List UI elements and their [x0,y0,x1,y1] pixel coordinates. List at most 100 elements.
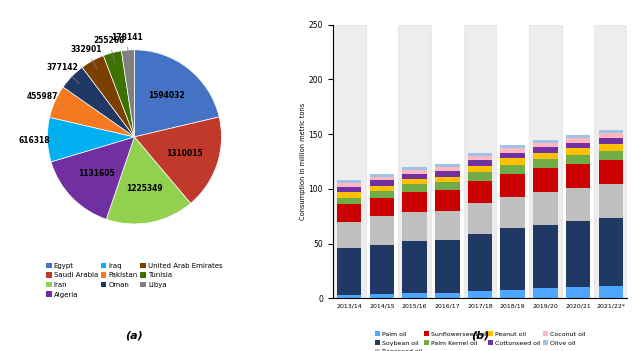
Bar [566,164,590,188]
Bar [566,148,590,155]
Bar [533,143,557,147]
Bar [403,185,427,192]
Bar [337,180,362,183]
Legend: Palm oil, Soybean oil, Rapeseed oil, Sunflowerseed oil, Palm Kernel oil, Peanut : Palm oil, Soybean oil, Rapeseed oil, Sun… [372,329,588,351]
Wedge shape [104,51,134,137]
Bar [468,166,492,172]
Bar [435,177,460,182]
Y-axis label: Consumption in million metric tons: Consumption in million metric tons [300,103,306,220]
Bar [337,192,362,198]
Bar [529,25,562,298]
Bar [468,156,492,160]
Bar [435,182,460,190]
Bar [566,138,590,143]
Bar [468,234,492,291]
Wedge shape [82,55,134,137]
Bar [468,153,492,156]
Text: 377142: 377142 [47,63,79,84]
Bar [533,153,557,159]
Wedge shape [49,87,134,137]
Legend: Egypt, Saudi Arabia, Iran, Algeria, Iraq, Pakistan, Oman, United Arab Emirates, : Egypt, Saudi Arabia, Iran, Algeria, Iraq… [44,260,225,300]
Bar [598,286,623,298]
Bar [566,155,590,164]
Bar [370,198,394,216]
Bar [468,203,492,234]
Bar [337,198,362,204]
Bar [403,167,427,170]
Text: (a): (a) [125,331,143,340]
Bar [337,248,362,295]
Text: 255266: 255266 [93,35,125,62]
Bar [337,295,362,298]
Bar [403,179,427,185]
Wedge shape [63,67,134,137]
Wedge shape [47,117,134,162]
Bar [435,211,460,240]
Bar [500,290,525,298]
Bar [566,220,590,287]
Text: 178141: 178141 [111,33,143,60]
Bar [598,151,623,160]
Bar [403,212,427,241]
Bar [370,177,394,180]
Bar [337,222,362,248]
Bar [333,25,365,298]
Bar [533,289,557,298]
Bar [500,153,525,158]
Bar [500,148,525,153]
Text: 1310015: 1310015 [166,149,202,158]
Bar [468,291,492,298]
Bar [598,218,623,286]
Bar [566,188,590,220]
Bar [533,168,557,192]
Bar [370,186,394,191]
Bar [500,173,525,197]
Bar [598,130,623,133]
Bar [435,240,460,293]
Bar [403,241,427,293]
Bar [403,170,427,173]
Bar [500,165,525,173]
Bar [403,173,427,179]
Bar [566,135,590,138]
Bar [566,143,590,148]
Bar [370,191,394,198]
Bar [598,160,623,185]
Bar [370,216,394,245]
Bar [500,197,525,228]
Bar [595,25,627,298]
Bar [533,140,557,143]
Wedge shape [134,117,221,203]
Bar [463,25,497,298]
Bar [435,293,460,298]
Text: 1225349: 1225349 [126,184,163,193]
Wedge shape [51,137,134,219]
Bar [435,167,460,171]
Bar [398,25,431,298]
Text: 1594032: 1594032 [148,92,185,100]
Bar [468,181,492,203]
Bar [435,164,460,167]
Bar [468,160,492,166]
Bar [468,172,492,181]
Wedge shape [122,50,134,137]
Bar [533,147,557,153]
Bar [370,173,394,177]
Bar [403,192,427,212]
Text: 455987: 455987 [27,92,64,106]
Bar [598,144,623,151]
Text: 332901: 332901 [70,45,102,69]
Bar [598,138,623,144]
Wedge shape [134,50,219,137]
Bar [435,171,460,177]
Bar [500,158,525,165]
Bar [435,190,460,211]
Bar [337,187,362,192]
Bar [533,225,557,289]
Bar [598,133,623,138]
Bar [598,185,623,218]
Bar [566,287,590,298]
Text: 1131605: 1131605 [79,168,115,178]
Bar [370,294,394,298]
Bar [500,145,525,148]
